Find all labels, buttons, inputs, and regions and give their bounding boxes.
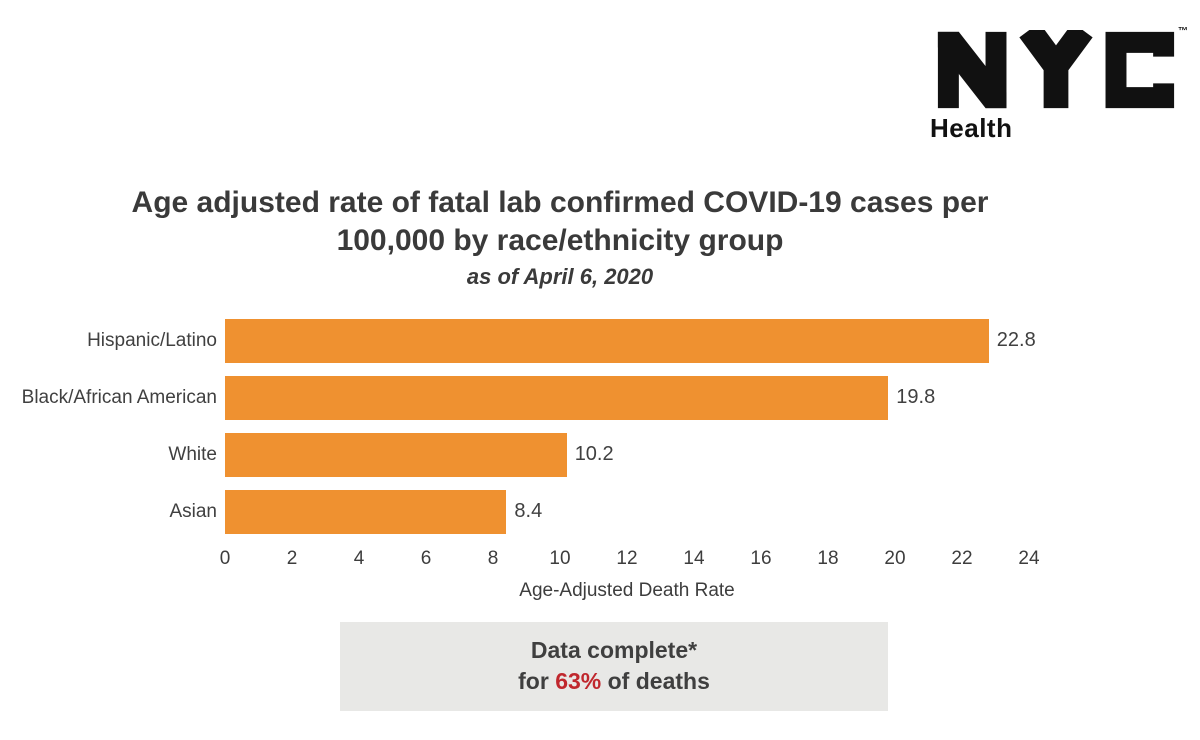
bar-rows: Hispanic/Latino 22.8 Black/African America… [0, 312, 1100, 540]
data-completeness-note: Data complete* for 63% of deaths [340, 622, 888, 711]
bar-row: Asian 8.4 [0, 483, 1100, 540]
x-axis-ticks: 0 2 4 6 8 10 12 14 16 18 20 22 24 [220, 548, 1040, 572]
bar-track: 10.2 [225, 432, 1029, 477]
bar [225, 489, 507, 534]
x-tick-label: 24 [1018, 548, 1040, 569]
bar-row: Hispanic/Latino 22.8 [0, 312, 1100, 369]
logo-department-label: Health [930, 113, 1013, 143]
x-tick-label: 14 [683, 548, 705, 569]
bar-value-label: 10.2 [574, 443, 614, 465]
category-label: White [168, 443, 217, 465]
bar-track: 22.8 [225, 318, 1036, 363]
x-tick-label: 20 [884, 548, 906, 569]
bar-row: White 10.2 [0, 426, 1100, 483]
x-tick-label: 12 [616, 548, 638, 569]
x-tick-label: 16 [750, 548, 772, 569]
nyc-health-logo: ™ Health [930, 26, 1188, 144]
trademark-symbol: ™ [1178, 26, 1188, 37]
bar-track: 19.8 [225, 375, 1029, 420]
x-axis-label: Age-Adjusted Death Rate [519, 580, 735, 601]
x-tick-label: 18 [817, 548, 839, 569]
note-highlight: 63% [555, 668, 602, 694]
note-line2-prefix: for [518, 668, 556, 694]
category-label: Asian [169, 500, 217, 522]
category-label: Black/African American [21, 386, 217, 408]
bar [225, 318, 989, 363]
bar-track: 8.4 [225, 489, 1029, 534]
nyc-logo-icon [937, 30, 1175, 109]
note-line2-suffix: of deaths [601, 668, 710, 694]
x-tick-label: 2 [286, 548, 298, 569]
x-tick-label: 0 [219, 548, 231, 569]
bar-value-label: 22.8 [996, 329, 1036, 351]
bar-chart: Hispanic/Latino 22.8 Black/African America… [0, 312, 1100, 602]
bar [225, 432, 567, 477]
x-tick-label: 4 [353, 548, 365, 569]
chart-title-line2: 100,000 by race/ethnicity group [336, 224, 784, 257]
note-line1: Data complete* [530, 637, 698, 663]
x-tick-label: 6 [420, 548, 432, 569]
x-tick-label: 22 [951, 548, 973, 569]
bar-row: Black/African American 19.8 [0, 369, 1100, 426]
bar [225, 375, 889, 420]
bar-value-label: 19.8 [896, 386, 936, 408]
chart-subtitle: as of April 6, 2020 [466, 264, 654, 289]
chart-title-block: Age adjusted rate of fatal lab confirmed… [0, 184, 1120, 290]
category-label: Hispanic/Latino [87, 329, 217, 351]
x-tick-label: 10 [549, 548, 571, 569]
note-line2: for 63% of deaths [340, 666, 888, 697]
chart-title-line1: Age adjusted rate of fatal lab confirmed… [131, 186, 989, 219]
nyc-logo-mark: ™ [930, 26, 1188, 110]
x-tick-label: 8 [487, 548, 499, 569]
bar-value-label: 8.4 [514, 500, 543, 522]
